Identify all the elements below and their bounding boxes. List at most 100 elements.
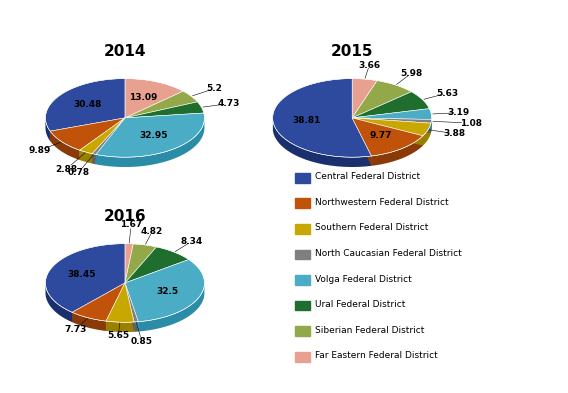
Polygon shape [80, 118, 125, 154]
Text: Southern Federal District: Southern Federal District [315, 224, 429, 232]
Text: 32.5: 32.5 [157, 287, 179, 296]
Bar [295, 224, 310, 234]
Text: 0.78: 0.78 [68, 168, 90, 177]
Text: 2.88: 2.88 [55, 165, 77, 174]
Text: 5.65: 5.65 [107, 331, 130, 340]
Polygon shape [352, 108, 432, 119]
Polygon shape [125, 283, 138, 332]
Polygon shape [72, 312, 106, 331]
Polygon shape [352, 92, 429, 118]
Polygon shape [92, 118, 125, 163]
Bar [295, 275, 310, 285]
Polygon shape [273, 121, 371, 167]
Polygon shape [72, 283, 125, 322]
Polygon shape [352, 79, 377, 118]
Polygon shape [72, 283, 125, 321]
Polygon shape [352, 81, 411, 118]
Polygon shape [125, 283, 134, 332]
Polygon shape [138, 285, 204, 332]
Polygon shape [50, 118, 125, 150]
Text: 9.77: 9.77 [370, 131, 392, 140]
Bar [295, 326, 310, 336]
Text: North Caucasian Federal District: North Caucasian Federal District [315, 249, 462, 258]
Polygon shape [96, 118, 125, 164]
Polygon shape [125, 79, 183, 118]
Polygon shape [125, 247, 189, 283]
Polygon shape [371, 136, 423, 166]
Text: 38.81: 38.81 [292, 116, 320, 125]
Text: 3.66: 3.66 [358, 61, 381, 70]
Polygon shape [352, 118, 371, 166]
Polygon shape [273, 79, 371, 157]
Text: Central Federal District: Central Federal District [315, 173, 420, 181]
Polygon shape [352, 118, 423, 146]
Bar [295, 173, 310, 183]
Polygon shape [125, 91, 198, 118]
Text: 38.45: 38.45 [68, 270, 96, 279]
Polygon shape [352, 118, 431, 133]
Text: 2016: 2016 [103, 209, 147, 224]
Polygon shape [125, 283, 134, 332]
Polygon shape [72, 283, 125, 322]
Text: Northwestern Federal District: Northwestern Federal District [315, 198, 449, 207]
Text: 32.95: 32.95 [139, 131, 168, 140]
Polygon shape [45, 244, 125, 312]
Polygon shape [352, 118, 432, 123]
Text: 4.82: 4.82 [141, 227, 164, 236]
Polygon shape [352, 118, 423, 156]
Text: 0.85: 0.85 [131, 337, 153, 346]
Text: 1.67: 1.67 [120, 220, 143, 229]
Text: 3.19: 3.19 [448, 108, 470, 117]
Polygon shape [134, 322, 138, 332]
Text: 7.73: 7.73 [64, 325, 86, 334]
Polygon shape [96, 119, 204, 167]
Text: 9.89: 9.89 [28, 146, 51, 155]
Text: Siberian Federal District: Siberian Federal District [315, 326, 425, 334]
Polygon shape [92, 118, 125, 154]
Polygon shape [125, 244, 157, 283]
Polygon shape [352, 118, 432, 129]
Polygon shape [50, 118, 125, 141]
Polygon shape [92, 118, 125, 163]
Text: Ural Federal District: Ural Federal District [315, 300, 406, 309]
Polygon shape [106, 321, 134, 332]
Polygon shape [352, 118, 431, 133]
Bar [295, 250, 310, 259]
Polygon shape [431, 119, 432, 133]
Polygon shape [352, 118, 431, 136]
Text: 2014: 2014 [104, 44, 146, 59]
Polygon shape [96, 118, 125, 164]
Bar [295, 352, 310, 362]
Polygon shape [106, 283, 125, 331]
Bar [295, 301, 310, 310]
Text: 2015: 2015 [331, 44, 373, 59]
Polygon shape [80, 118, 125, 160]
Polygon shape [80, 118, 125, 160]
Polygon shape [125, 102, 204, 118]
Polygon shape [45, 79, 125, 131]
Polygon shape [45, 118, 50, 141]
Polygon shape [423, 123, 431, 146]
Text: 5.98: 5.98 [400, 69, 422, 78]
Polygon shape [352, 118, 432, 129]
Polygon shape [106, 283, 125, 331]
Text: 8.34: 8.34 [181, 237, 203, 246]
Bar [295, 198, 310, 208]
Text: 5.63: 5.63 [436, 89, 458, 98]
Polygon shape [125, 283, 138, 322]
Text: 13.09: 13.09 [129, 92, 157, 101]
Text: 30.48: 30.48 [73, 100, 102, 109]
Text: 1.08: 1.08 [460, 119, 482, 128]
Text: 5.2: 5.2 [207, 84, 223, 93]
Polygon shape [125, 259, 204, 322]
Polygon shape [125, 244, 133, 283]
Polygon shape [50, 118, 125, 141]
Text: Volga Federal District: Volga Federal District [315, 275, 412, 283]
Text: 4.73: 4.73 [217, 99, 240, 108]
Polygon shape [80, 150, 92, 163]
Polygon shape [125, 283, 138, 332]
Polygon shape [92, 154, 96, 164]
Polygon shape [106, 283, 134, 322]
Polygon shape [50, 131, 80, 160]
Text: Far Eastern Federal District: Far Eastern Federal District [315, 351, 438, 360]
